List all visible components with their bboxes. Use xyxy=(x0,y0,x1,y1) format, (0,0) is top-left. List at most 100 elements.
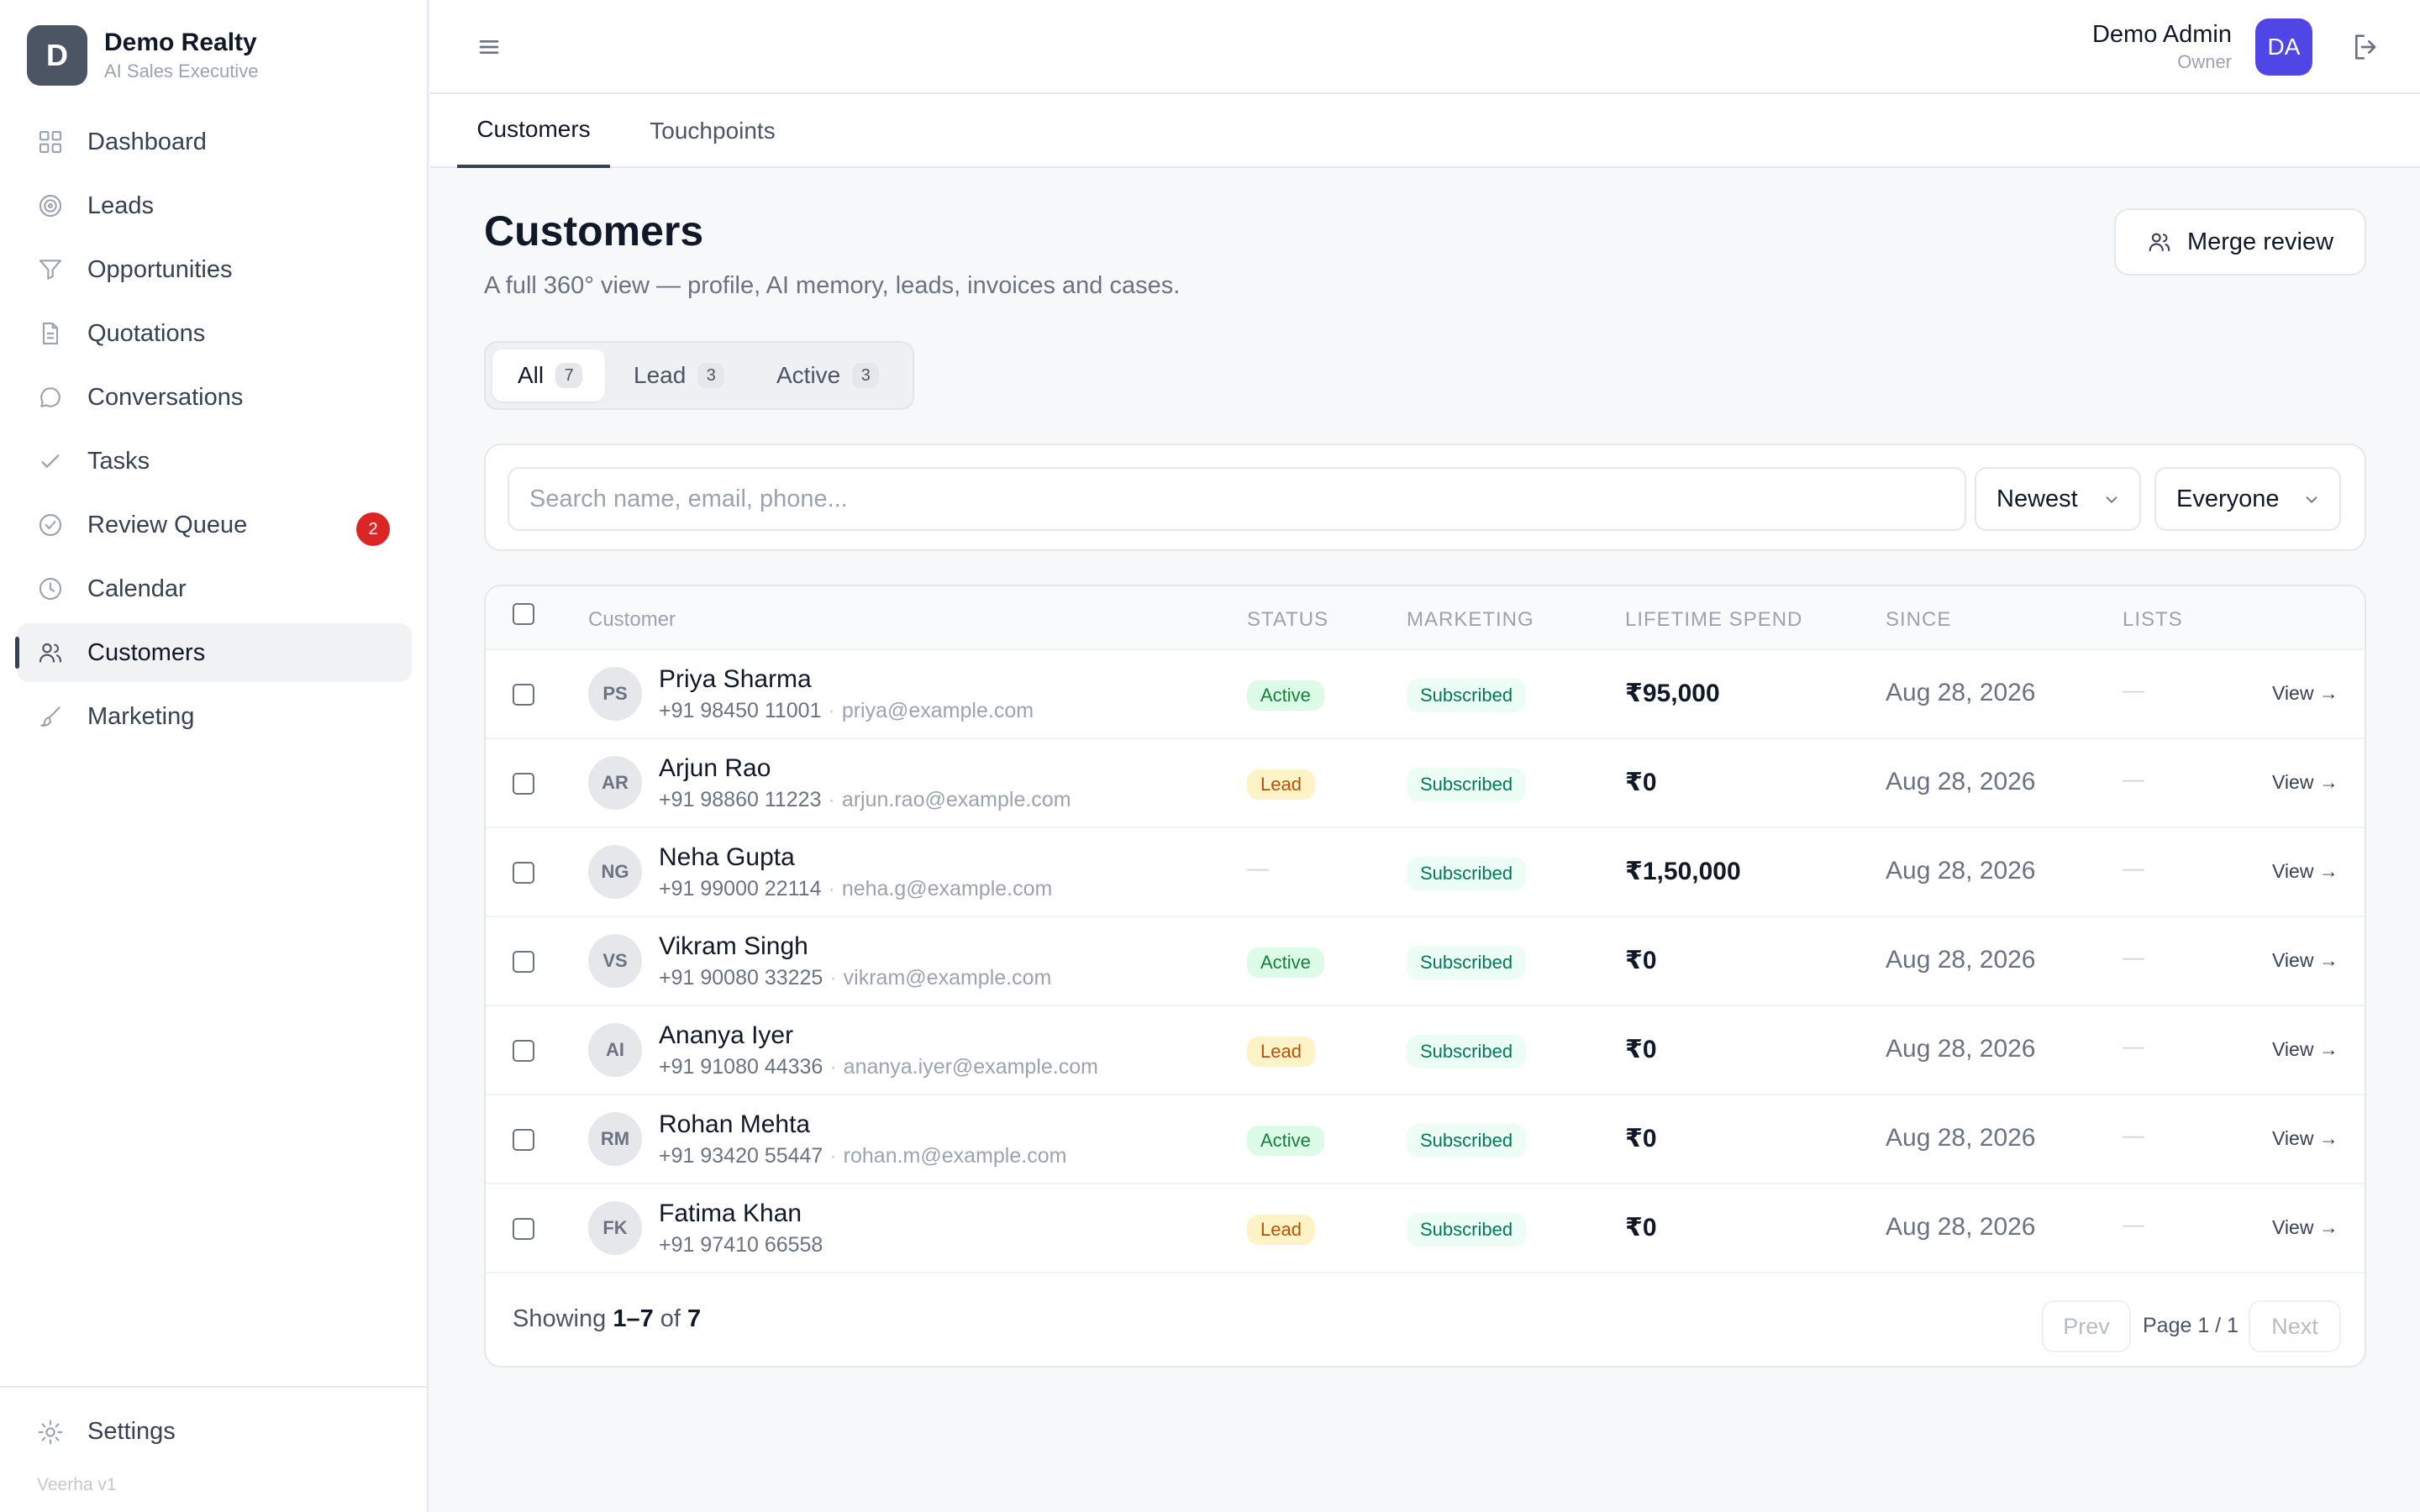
status-badge: Lead xyxy=(1247,1037,1315,1067)
column-header-since: SINCE xyxy=(1886,608,1952,631)
page-indicator: Page 1 / 1 xyxy=(2143,1314,2238,1337)
sidebar-item-calendar[interactable]: Calendar xyxy=(17,559,412,618)
brand-text: Demo Realty AI Sales Executive xyxy=(104,27,258,84)
users-icon xyxy=(2149,233,2170,252)
table-row[interactable]: AI Ananya Iyer +91 91080 44336 · ananya.iy… xyxy=(486,1006,2365,1095)
sidebar-item-dashboard[interactable]: Dashboard xyxy=(17,113,412,171)
avatar: RM xyxy=(588,1112,642,1166)
row-checkbox[interactable] xyxy=(513,1218,534,1240)
view-link[interactable]: View → xyxy=(2272,949,2338,971)
table-row[interactable]: RM Rohan Mehta +91 93420 55447 · rohan.m@e… xyxy=(486,1095,2365,1184)
brand-logo: D xyxy=(27,25,87,86)
users-icon xyxy=(37,639,64,666)
customer-email: arjun.rao@example.com xyxy=(841,788,1071,811)
separator-dot: · xyxy=(829,966,837,990)
customer-lists: — xyxy=(2123,766,2144,791)
sidebar-item-leads[interactable]: Leads xyxy=(17,176,412,235)
prev-page-button[interactable]: Prev xyxy=(2042,1300,2131,1352)
status-empty: — xyxy=(1247,855,1269,880)
select-all-checkbox[interactable] xyxy=(513,603,534,625)
row-checkbox[interactable] xyxy=(513,773,534,795)
sidebar-item-review-queue[interactable]: Review Queue 2 xyxy=(17,496,412,554)
view-link[interactable]: View → xyxy=(2272,1038,2338,1060)
merge-review-label: Merge review xyxy=(2186,228,2334,255)
search-input[interactable] xyxy=(508,467,1966,531)
brand[interactable]: D Demo Realty AI Sales Executive xyxy=(27,25,258,86)
column-header-customer: Customer xyxy=(588,608,676,631)
customer-phone: +91 91080 44336 xyxy=(659,1055,823,1079)
avatar[interactable]: DA xyxy=(2255,18,2312,76)
status-badge: Active xyxy=(1247,948,1324,978)
view-link[interactable]: View → xyxy=(2272,1216,2338,1238)
sidebar-item-customers[interactable]: Customers xyxy=(15,623,412,682)
check-circle-icon xyxy=(37,512,64,538)
sidebar-item-marketing[interactable]: Marketing xyxy=(17,687,412,746)
row-checkbox[interactable] xyxy=(513,684,534,706)
customer-email: neha.g@example.com xyxy=(841,877,1053,900)
customer-name[interactable]: Fatima Khan xyxy=(659,1200,802,1227)
row-checkbox[interactable] xyxy=(513,951,534,973)
sidebar-item-label: Review Queue xyxy=(87,511,248,538)
filter-label: All xyxy=(518,362,544,388)
filter-all[interactable]: All 7 xyxy=(492,349,605,402)
avatar: VS xyxy=(588,934,642,988)
sidebar-item-label: Dashboard xyxy=(87,128,207,155)
separator-dot: · xyxy=(829,1055,837,1079)
customer-since: Aug 28, 2026 xyxy=(1886,1213,2036,1241)
table-row[interactable]: PS Priya Sharma +91 98450 11001 · priya@ex… xyxy=(486,650,2365,739)
column-header-marketing: MARKETING xyxy=(1407,608,1534,631)
page-subtitle: A full 360° view — profile, AI memory, l… xyxy=(484,272,1181,299)
status-badge: Lead xyxy=(1247,769,1315,800)
status-badge: Lead xyxy=(1247,1215,1315,1245)
row-checkbox[interactable] xyxy=(513,1129,534,1151)
sidebar-item-settings[interactable]: Settings xyxy=(37,1418,176,1446)
table-row[interactable]: NG Neha Gupta +91 99000 22114 · neha.g@exa… xyxy=(486,828,2365,917)
row-checkbox[interactable] xyxy=(513,862,534,884)
customer-name[interactable]: Neha Gupta xyxy=(659,843,795,871)
customer-email: priya@example.com xyxy=(841,699,1034,722)
view-link[interactable]: View → xyxy=(2272,1127,2338,1149)
table-row[interactable]: AR Arjun Rao +91 98860 11223 · arjun.rao@e… xyxy=(486,739,2365,828)
customer-lists: — xyxy=(2123,1033,2144,1058)
owner-select[interactable]: Everyone xyxy=(2154,467,2341,531)
customer-email: vikram@example.com xyxy=(843,966,1052,990)
table-row[interactable]: VS Vikram Singh +91 90080 33225 · vikram@e… xyxy=(486,917,2365,1006)
menu-icon[interactable] xyxy=(472,30,506,64)
view-link[interactable]: View → xyxy=(2272,682,2338,704)
customer-name[interactable]: Ananya Iyer xyxy=(659,1021,794,1049)
logout-icon[interactable] xyxy=(2349,30,2383,64)
sidebar-item-label: Calendar xyxy=(87,575,187,602)
customer-lists: — xyxy=(2123,677,2144,702)
customer-name[interactable]: Vikram Singh xyxy=(659,932,808,960)
filter-label: Lead xyxy=(634,362,687,388)
row-checkbox[interactable] xyxy=(513,1040,534,1062)
tab-touchpoints[interactable]: Touchpoints xyxy=(650,118,776,144)
showing-prefix: Showing xyxy=(513,1305,607,1332)
tab-customers[interactable]: Customers xyxy=(457,94,610,168)
user-info: Demo Admin Owner xyxy=(2092,18,2232,74)
sidebar-item-tasks[interactable]: Tasks xyxy=(17,432,412,491)
customer-name[interactable]: Rohan Mehta xyxy=(659,1110,811,1138)
chat-bubble-icon xyxy=(37,384,64,411)
merge-review-button[interactable]: Merge review xyxy=(2114,208,2366,276)
brush-icon xyxy=(37,703,64,730)
customer-phone: +91 90080 33225 xyxy=(659,966,823,990)
avatar: AI xyxy=(588,1023,642,1077)
sidebar-item-quotations[interactable]: Quotations xyxy=(17,304,412,363)
chevron-down-icon xyxy=(2306,496,2317,504)
customer-since: Aug 28, 2026 xyxy=(1886,1124,2036,1152)
filter-active[interactable]: Active 3 xyxy=(755,349,906,402)
next-page-button[interactable]: Next xyxy=(2249,1300,2341,1352)
sort-select[interactable]: Newest xyxy=(1975,467,2141,531)
table-row[interactable]: FK Fatima Khan +91 97410 66558 Lead Subs… xyxy=(486,1184,2365,1273)
customer-name[interactable]: Priya Sharma xyxy=(659,665,812,693)
view-link[interactable]: View → xyxy=(2272,860,2338,882)
view-link[interactable]: View → xyxy=(2272,771,2338,793)
filter-lead[interactable]: Lead 3 xyxy=(612,349,746,402)
sidebar-item-conversations[interactable]: Conversations xyxy=(17,368,412,427)
filter-count: 3 xyxy=(697,363,725,388)
customer-name[interactable]: Arjun Rao xyxy=(659,754,771,782)
sidebar-item-opportunities[interactable]: Opportunities xyxy=(17,240,412,299)
customer-contact: +91 98860 11223 · arjun.rao@example.com xyxy=(659,788,1071,812)
search-card: Newest Everyone xyxy=(484,444,2366,551)
